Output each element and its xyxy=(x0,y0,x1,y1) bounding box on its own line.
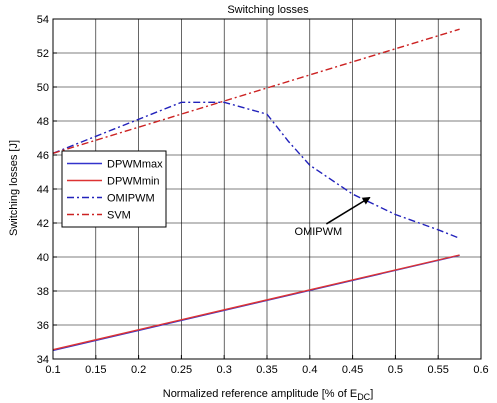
y-tick-label: 46 xyxy=(37,150,49,162)
series-line-svm xyxy=(52,28,460,154)
y-tick-label: 38 xyxy=(37,286,49,298)
x-tick-label: 0.35 xyxy=(256,364,277,376)
x-axis-title-suffix: ] xyxy=(370,388,373,400)
x-tick-label: 0.1 xyxy=(45,364,60,376)
x-tick-label: 0.4 xyxy=(302,364,317,376)
x-axis-ticks: 0.1 0.15 0.2 0.25 0.3 0.35 0.4 0.45 0.5 0.55 0.6 xyxy=(45,355,489,376)
x-tick-label: 0.6 xyxy=(473,364,488,376)
x-tick-label: 0.5 xyxy=(388,364,403,376)
x-axis-title-subscript: DC xyxy=(357,392,370,402)
x-tick-label: 0.45 xyxy=(342,364,363,376)
chart-title: Switching losses xyxy=(227,4,309,16)
x-axis-title: Normalized reference amplitude [% of EDC… xyxy=(163,388,374,402)
annotation-label: OMIPWM xyxy=(295,226,343,238)
x-tick-label: 0.3 xyxy=(217,364,232,376)
x-tick-label: 0.25 xyxy=(171,364,192,376)
x-tick-label: 0.15 xyxy=(85,364,106,376)
y-axis-ticks: 34 36 38 40 42 44 46 48 50 52 54 xyxy=(37,14,57,366)
series-layer xyxy=(52,28,460,352)
y-tick-label: 34 xyxy=(37,354,49,366)
series-line-dpwmmin xyxy=(52,254,460,351)
y-tick-label: 44 xyxy=(37,184,49,196)
y-tick-label: 36 xyxy=(37,320,49,332)
y-tick-label: 40 xyxy=(37,252,49,264)
y-axis-title: Switching losses [J] xyxy=(8,140,20,236)
annotation-arrow xyxy=(325,196,371,225)
y-tick-label: 50 xyxy=(37,82,49,94)
x-tick-label: 0.55 xyxy=(427,364,448,376)
y-tick-label: 52 xyxy=(37,48,49,60)
x-tick-label: 0.2 xyxy=(131,364,146,376)
y-tick-label: 42 xyxy=(37,218,49,230)
y-tick-label: 54 xyxy=(37,14,49,26)
series-line-omipwm xyxy=(52,101,460,239)
annotation-layer: OMIPWM xyxy=(295,196,371,238)
legend-entry-svm: SVM xyxy=(107,210,131,222)
legend-entry-dpwmmin: DPWMmin xyxy=(107,176,160,188)
x-axis-title-main: Normalized reference amplitude [% of E xyxy=(163,388,357,400)
legend: DPWMmax DPWMmin OMIPWM SVM xyxy=(61,150,167,228)
legend-entry-dpwmmax: DPWMmax xyxy=(107,159,163,171)
legend-entry-omipwm: OMIPWM xyxy=(107,193,155,205)
y-tick-label: 48 xyxy=(37,116,49,128)
